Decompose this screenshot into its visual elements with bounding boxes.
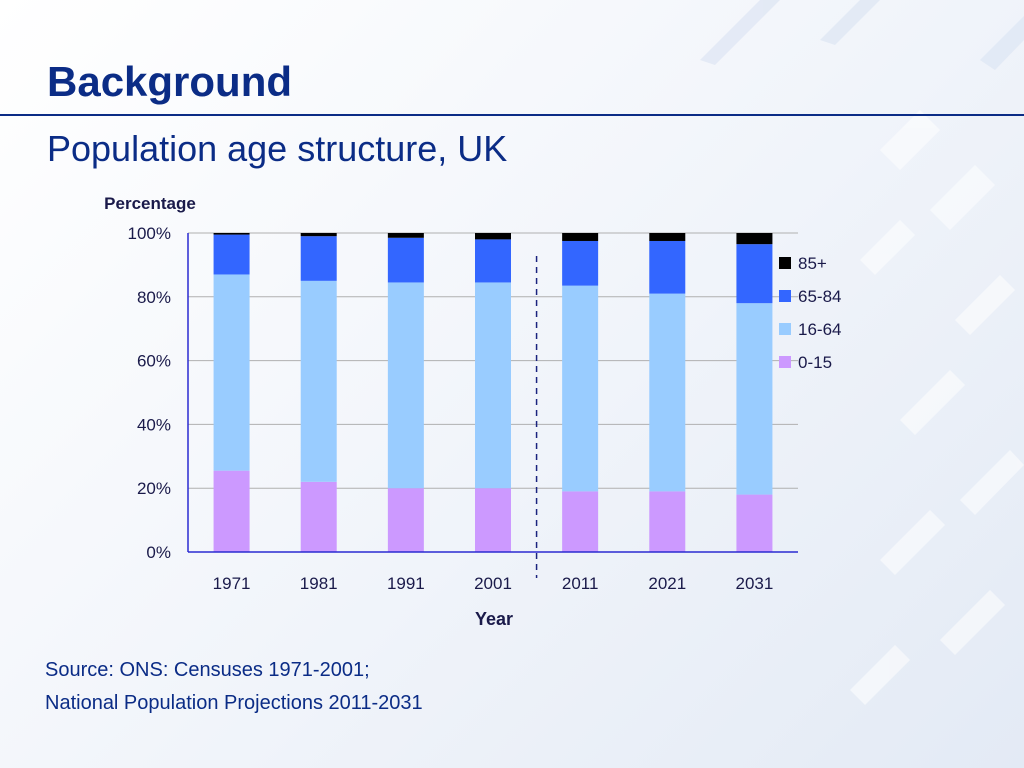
bar-2001-65-84: [475, 239, 511, 283]
bar-2021-85+: [649, 233, 686, 241]
bar-2011-65-84: [562, 240, 599, 286]
bar-1971-85+: [213, 233, 250, 235]
x-tick-label: 2011: [562, 574, 599, 593]
bar-1971-0-15: [213, 470, 250, 552]
bar-1991-16-64: [387, 282, 424, 489]
bar-2011-85+: [562, 233, 599, 241]
bar-1991-65-84: [387, 237, 424, 283]
y-tick-label: 80%: [137, 288, 171, 307]
bar-2031-85+: [736, 233, 773, 245]
tick-labels: 0% 20% 40% 60% 80% 100% 1971 1981 1991 2001 2011 20…: [128, 224, 774, 593]
legend-label: 16-64: [798, 320, 841, 339]
legend-swatch-85+: [779, 257, 791, 269]
bar-1981-65-84: [300, 236, 337, 281]
y-tick-label: 100%: [128, 224, 171, 243]
legend-label: 85+: [798, 254, 827, 273]
legend-label: 0-15: [798, 353, 832, 372]
bar-2001-0-15: [475, 488, 511, 552]
bars: [213, 233, 773, 552]
bar-2021-65-84: [649, 240, 686, 294]
bar-1981-85+: [300, 233, 337, 237]
legend-swatch-0-15: [779, 356, 791, 368]
bar-2011-16-64: [562, 285, 599, 492]
bar-2001-16-64: [475, 282, 511, 489]
slide-subtitle: Population age structure, UK: [47, 128, 508, 169]
source-note: Source: ONS: Censuses 1971-2001; Nationa…: [45, 654, 423, 720]
bar-1971-16-64: [213, 274, 250, 471]
bar-2001-85+: [475, 233, 511, 240]
bar-1981-0-15: [300, 481, 337, 552]
x-tick-label: 2021: [648, 574, 686, 593]
axes: [187, 233, 798, 578]
bar-2031-65-84: [736, 244, 773, 304]
legend: 85+ 65-84 16-64 0-15: [779, 254, 841, 372]
y-tick-label: 20%: [137, 479, 171, 498]
bar-1991-85+: [387, 233, 424, 238]
x-axis-label: Year: [475, 609, 513, 629]
source-line-2: National Population Projections 2011-203…: [45, 692, 423, 714]
legend-swatch-65-84: [779, 290, 791, 302]
bar-2031-16-64: [736, 303, 773, 495]
x-tick-label: 2031: [736, 574, 774, 593]
y-axis-label: Percentage: [104, 194, 196, 213]
bar-1971-65-84: [213, 234, 250, 275]
title-rule: [0, 114, 1024, 116]
bar-1991-0-15: [387, 488, 424, 552]
legend-label: 65-84: [798, 287, 841, 306]
bar-2021-16-64: [649, 293, 686, 492]
y-tick-label: 0%: [146, 543, 171, 562]
x-tick-label: 1991: [387, 574, 425, 593]
bar-2011-0-15: [562, 491, 599, 552]
bar-1981-16-64: [300, 280, 337, 482]
x-tick-label: 2001: [474, 574, 512, 593]
y-tick-label: 60%: [137, 352, 171, 371]
x-tick-label: 1971: [213, 574, 251, 593]
slide-title: Background: [47, 58, 293, 105]
bar-2031-0-15: [736, 494, 773, 552]
bar-2021-0-15: [649, 491, 686, 552]
x-tick-label: 1981: [300, 574, 338, 593]
y-tick-label: 40%: [137, 415, 171, 434]
source-line-1: Source: ONS: Censuses 1971-2001;: [45, 659, 370, 681]
legend-swatch-16-64: [779, 323, 791, 335]
